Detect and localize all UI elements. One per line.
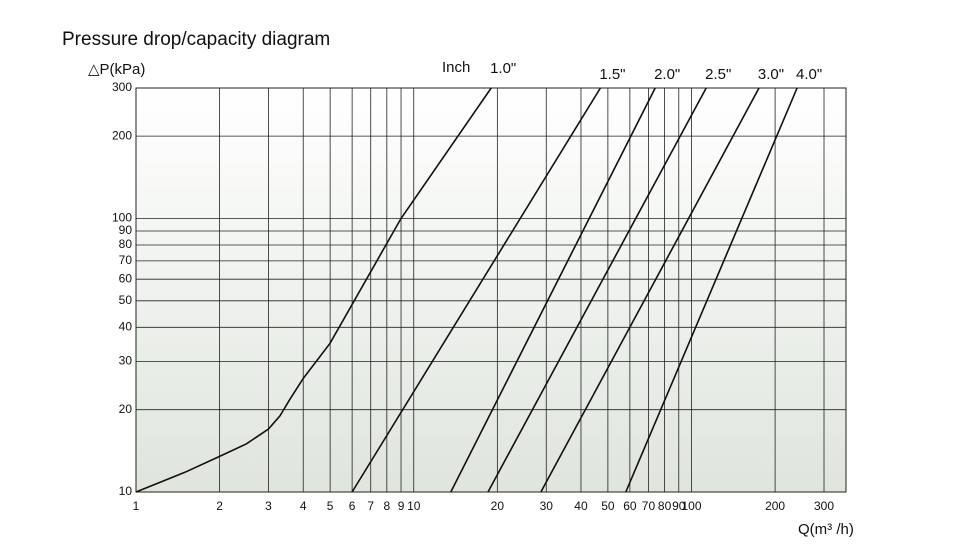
series-label: 1.0" xyxy=(490,60,516,77)
x-tick-label: 5 xyxy=(327,499,334,513)
chart-title: Pressure drop/capacity diagram xyxy=(62,29,330,50)
x-tick-label: 50 xyxy=(601,499,615,513)
y-tick-label: 200 xyxy=(112,128,132,142)
x-tick-label: 90 xyxy=(672,499,686,513)
series-line xyxy=(450,87,656,493)
series-line xyxy=(540,87,760,493)
y-tick-label: 100 xyxy=(112,211,132,225)
y-tick-label: 80 xyxy=(119,237,133,251)
series-line xyxy=(625,87,798,493)
x-tick-label: 70 xyxy=(642,499,656,513)
x-tick-label: 80 xyxy=(658,499,672,513)
y-tick-label: 70 xyxy=(119,253,133,267)
y-tick-label: 20 xyxy=(119,402,133,416)
x-tick-label: 3 xyxy=(265,499,272,513)
series-label: 4.0" xyxy=(796,66,822,83)
x-tick-label: 40 xyxy=(574,499,588,513)
y-axis-label: △P(kPa) xyxy=(88,61,145,78)
y-tick-label: 90 xyxy=(119,223,133,237)
y-tick-label: 40 xyxy=(119,320,133,334)
series-line xyxy=(351,87,602,493)
series-label: 1.5" xyxy=(599,66,625,83)
x-tick-label: 4 xyxy=(300,499,307,513)
x-tick-label: 9 xyxy=(398,499,405,513)
series-line xyxy=(487,87,707,493)
y-tick-label: 30 xyxy=(119,354,133,368)
x-tick-label: 100 xyxy=(681,499,701,513)
x-tick-label: 10 xyxy=(407,499,421,513)
x-tick-label: 300 xyxy=(814,499,834,513)
series-label: 2.5" xyxy=(705,66,731,83)
x-tick-label: 7 xyxy=(367,499,374,513)
y-tick-label: 300 xyxy=(112,80,132,94)
annotation: Inch xyxy=(442,59,470,76)
x-tick-label: 200 xyxy=(765,499,785,513)
x-tick-label: 60 xyxy=(623,499,637,513)
x-tick-label: 20 xyxy=(491,499,505,513)
x-tick-label: 30 xyxy=(540,499,554,513)
series-label: 3.0" xyxy=(758,66,784,83)
plot-area xyxy=(136,88,846,492)
x-tick-label: 6 xyxy=(349,499,356,513)
y-tick-label: 50 xyxy=(119,293,133,307)
series-label: 2.0" xyxy=(654,66,680,83)
y-tick-label: 10 xyxy=(119,484,133,498)
series-line xyxy=(135,87,492,493)
x-axis-label: Q(m³ /h) xyxy=(798,521,854,538)
x-tick-label: 1 xyxy=(133,499,140,513)
y-tick-label: 60 xyxy=(119,271,133,285)
x-tick-label: 8 xyxy=(383,499,390,513)
x-tick-label: 2 xyxy=(216,499,223,513)
